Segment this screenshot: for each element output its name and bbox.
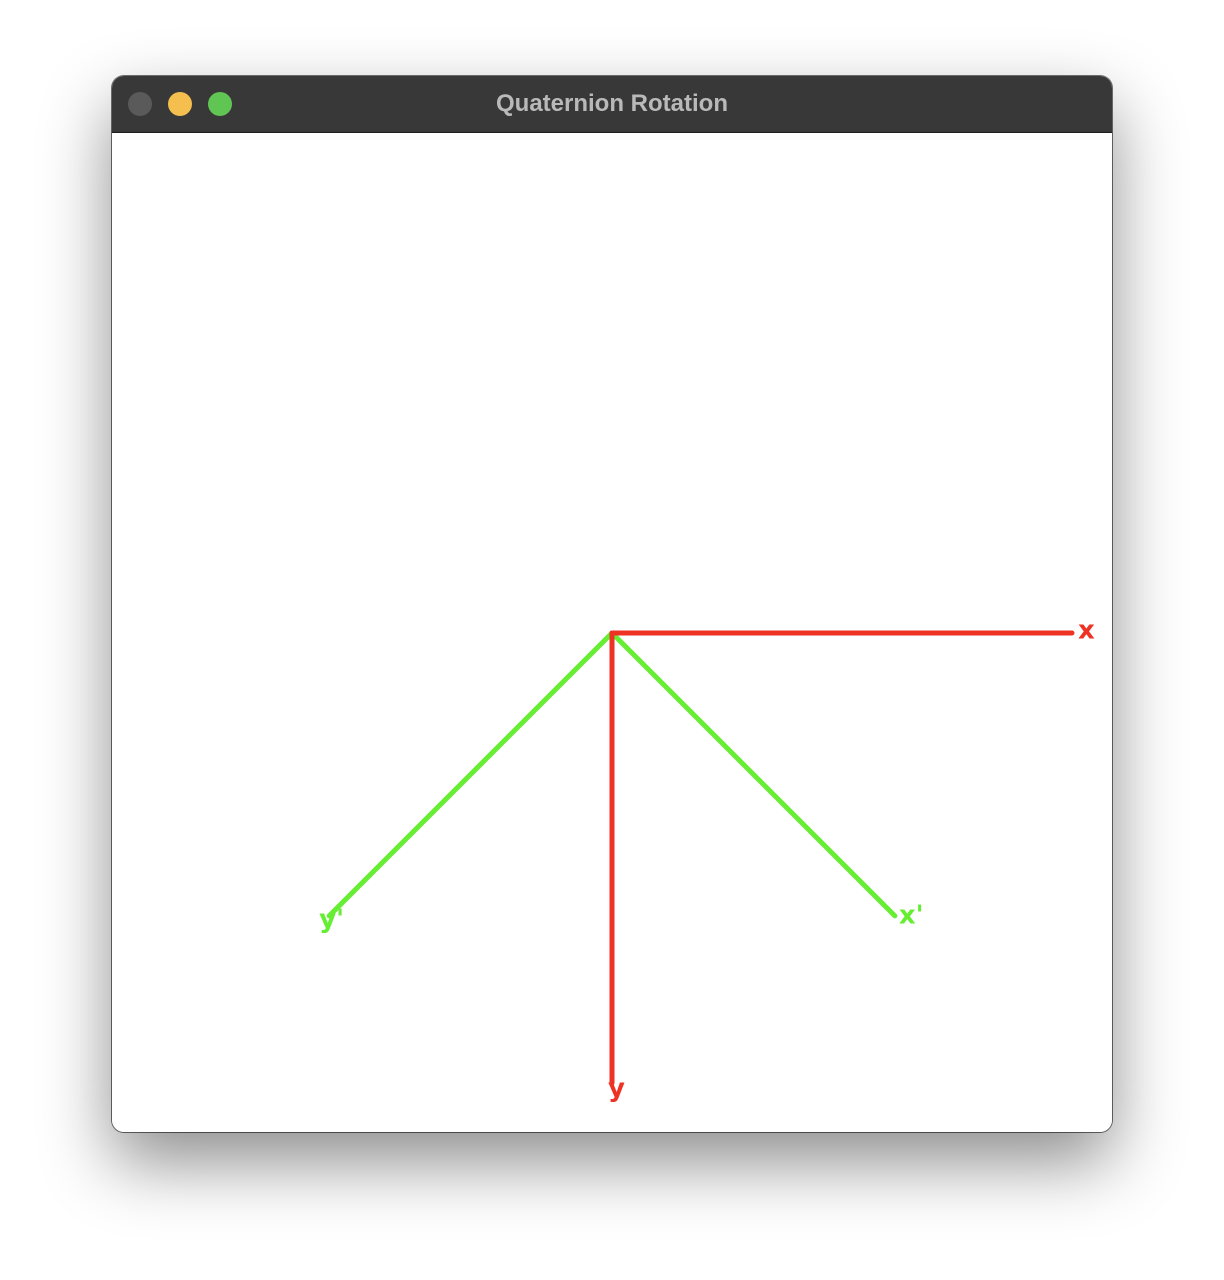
axis-y-label: y bbox=[608, 1074, 625, 1104]
original-axes: xy bbox=[608, 616, 1095, 1104]
axis-y-prime-line bbox=[326, 630, 615, 919]
axis-x-label: x bbox=[1078, 616, 1095, 646]
axes-drawing: x'y' xy bbox=[319, 616, 1095, 1104]
close-button[interactable] bbox=[128, 92, 152, 116]
axis-y-prime-label: y' bbox=[319, 904, 344, 934]
axis-x-prime-line bbox=[609, 630, 898, 919]
rotated-axes: x' y' bbox=[319, 630, 924, 934]
axis-x-prime-label: x' bbox=[899, 900, 924, 930]
title-bar[interactable]: Quaternion Rotation bbox=[112, 76, 1112, 133]
window-title: Quaternion Rotation bbox=[496, 90, 728, 117]
minimize-button[interactable] bbox=[168, 92, 192, 116]
zoom-button[interactable] bbox=[208, 92, 232, 116]
